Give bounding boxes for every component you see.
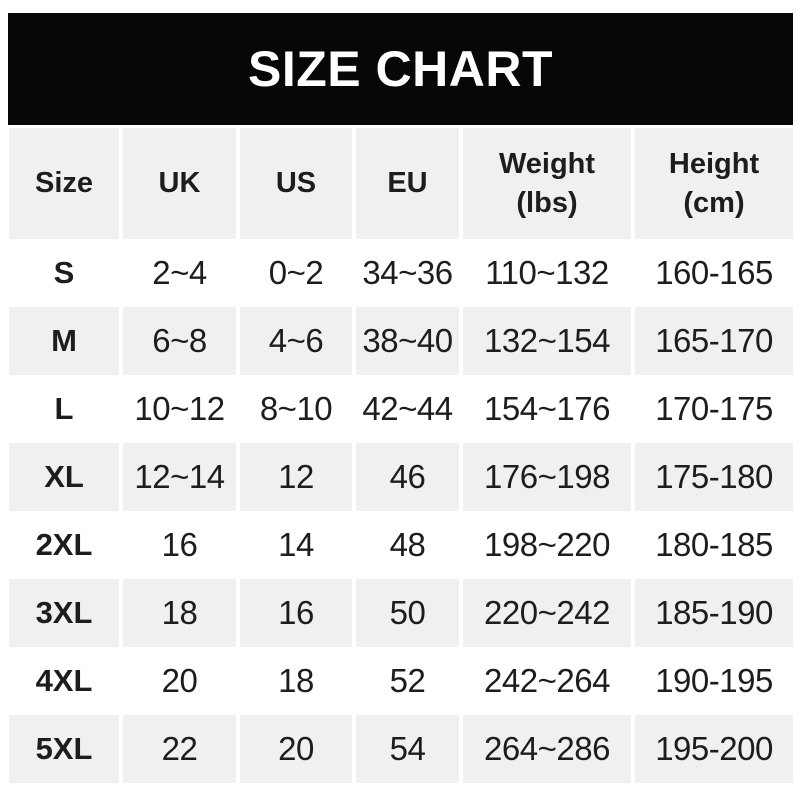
column-header-us: US	[240, 128, 352, 239]
column-header-label: US	[275, 167, 317, 200]
value-cell: 54	[356, 715, 459, 783]
value-cell: 180-185	[635, 511, 793, 579]
value-cell: 42~44	[356, 375, 459, 443]
table-row-l: L 10~12 8~10 42~44 154~176 170-175	[9, 375, 793, 443]
value-cell: 170-175	[635, 375, 793, 443]
value-cell: 46	[356, 443, 459, 511]
value-cell: 16	[123, 511, 236, 579]
size-chart-table: Size UK US EU Weight (lbs)	[5, 128, 797, 783]
column-header-size: Size	[9, 128, 119, 239]
column-header-eu: EU	[356, 128, 459, 239]
column-header-label: Height	[668, 148, 760, 181]
header-row: Size UK US EU Weight (lbs)	[9, 128, 793, 239]
value-cell: 52	[356, 647, 459, 715]
size-cell: 3XL	[9, 579, 119, 647]
value-cell: 12	[240, 443, 352, 511]
value-cell: 190-195	[635, 647, 793, 715]
value-cell: 48	[356, 511, 459, 579]
size-cell: 2XL	[9, 511, 119, 579]
value-cell: 0~2	[240, 239, 352, 307]
value-cell: 18	[240, 647, 352, 715]
value-cell: 175-180	[635, 443, 793, 511]
size-cell: 5XL	[9, 715, 119, 783]
value-cell: 6~8	[123, 307, 236, 375]
value-cell: 165-170	[635, 307, 793, 375]
column-header-weight: Weight (lbs)	[463, 128, 631, 239]
column-header-sublabel: (cm)	[683, 186, 745, 219]
column-header-uk: UK	[123, 128, 236, 239]
table-row-5xl: 5XL 22 20 54 264~286 195-200	[9, 715, 793, 783]
value-cell: 160-165	[635, 239, 793, 307]
value-cell: 195-200	[635, 715, 793, 783]
table-row-m: M 6~8 4~6 38~40 132~154 165-170	[9, 307, 793, 375]
table-row-3xl: 3XL 18 16 50 220~242 185-190	[9, 579, 793, 647]
page-title: SIZE CHART	[248, 41, 553, 97]
size-cell: XL	[9, 443, 119, 511]
value-cell: 14	[240, 511, 352, 579]
value-cell: 22	[123, 715, 236, 783]
table-row-2xl: 2XL 16 14 48 198~220 180-185	[9, 511, 793, 579]
column-header-label: UK	[158, 167, 201, 200]
value-cell: 4~6	[240, 307, 352, 375]
value-cell: 185-190	[635, 579, 793, 647]
size-cell: 4XL	[9, 647, 119, 715]
title-banner: SIZE CHART	[8, 13, 793, 125]
size-cell: S	[9, 239, 119, 307]
value-cell: 34~36	[356, 239, 459, 307]
value-cell: 10~12	[123, 375, 236, 443]
value-cell: 220~242	[463, 579, 631, 647]
value-cell: 154~176	[463, 375, 631, 443]
value-cell: 132~154	[463, 307, 631, 375]
column-header-label: Weight	[498, 148, 596, 181]
column-header-sublabel: (lbs)	[516, 186, 578, 219]
value-cell: 264~286	[463, 715, 631, 783]
size-cell: M	[9, 307, 119, 375]
value-cell: 16	[240, 579, 352, 647]
value-cell: 110~132	[463, 239, 631, 307]
size-cell: L	[9, 375, 119, 443]
value-cell: 2~4	[123, 239, 236, 307]
value-cell: 176~198	[463, 443, 631, 511]
value-cell: 12~14	[123, 443, 236, 511]
value-cell: 242~264	[463, 647, 631, 715]
value-cell: 8~10	[240, 375, 352, 443]
value-cell: 198~220	[463, 511, 631, 579]
table-row-s: S 2~4 0~2 34~36 110~132 160-165	[9, 239, 793, 307]
value-cell: 50	[356, 579, 459, 647]
table-row-4xl: 4XL 20 18 52 242~264 190-195	[9, 647, 793, 715]
value-cell: 18	[123, 579, 236, 647]
column-header-height: Height (cm)	[635, 128, 793, 239]
column-header-label: EU	[387, 167, 428, 200]
value-cell: 20	[240, 715, 352, 783]
value-cell: 38~40	[356, 307, 459, 375]
column-header-label: Size	[34, 167, 94, 200]
table-row-xl: XL 12~14 12 46 176~198 175-180	[9, 443, 793, 511]
value-cell: 20	[123, 647, 236, 715]
